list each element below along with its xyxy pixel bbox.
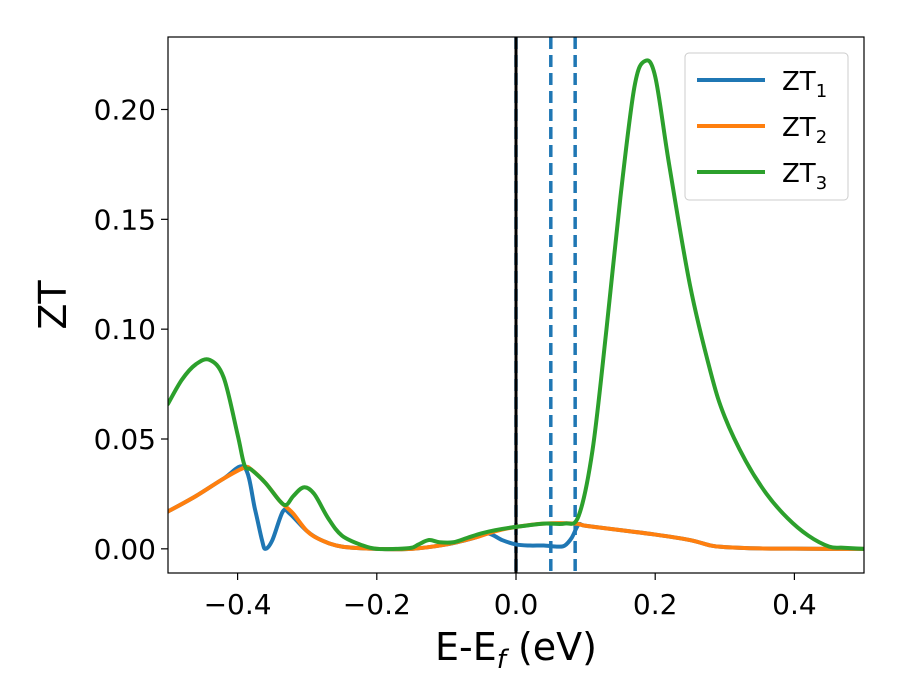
legend-label-zt1: ZT1 xyxy=(782,67,827,102)
y-tick-label: 0.20 xyxy=(94,93,156,126)
vertical-reference-lines xyxy=(514,37,577,573)
y-tick-label: 0.05 xyxy=(94,423,156,456)
x-axis-label: E-Ef (eV) xyxy=(435,625,597,675)
y-tick-label: 0.00 xyxy=(94,533,156,566)
legend-label-zt2: ZT2 xyxy=(782,113,827,148)
x-tick-label: 0.2 xyxy=(633,588,678,621)
x-tick-label: −0.2 xyxy=(343,588,411,621)
series-line-zt3 xyxy=(168,58,864,552)
x-tick-label: 0.4 xyxy=(772,588,817,621)
y-tick-label: 0.15 xyxy=(94,203,156,236)
x-axis-label-unit: (eV) xyxy=(506,625,597,669)
y-axis-ticks: 0.00 0.05 0.10 0.15 0.20 xyxy=(94,93,168,566)
x-tick-label: 0.0 xyxy=(494,588,539,621)
x-tick-label: −0.4 xyxy=(204,588,272,621)
y-axis-label: ZT xyxy=(31,280,75,330)
x-axis-label-main: E-E xyxy=(435,625,497,669)
y-tick-label: 0.10 xyxy=(94,313,156,346)
x-axis-ticks: −0.4 −0.2 0.0 0.2 0.4 xyxy=(204,573,817,621)
legend: ZT1 ZT2 ZT3 xyxy=(684,52,849,201)
legend-label-zt3: ZT3 xyxy=(782,159,827,194)
legend-box xyxy=(684,52,849,201)
series-layer xyxy=(168,58,864,552)
